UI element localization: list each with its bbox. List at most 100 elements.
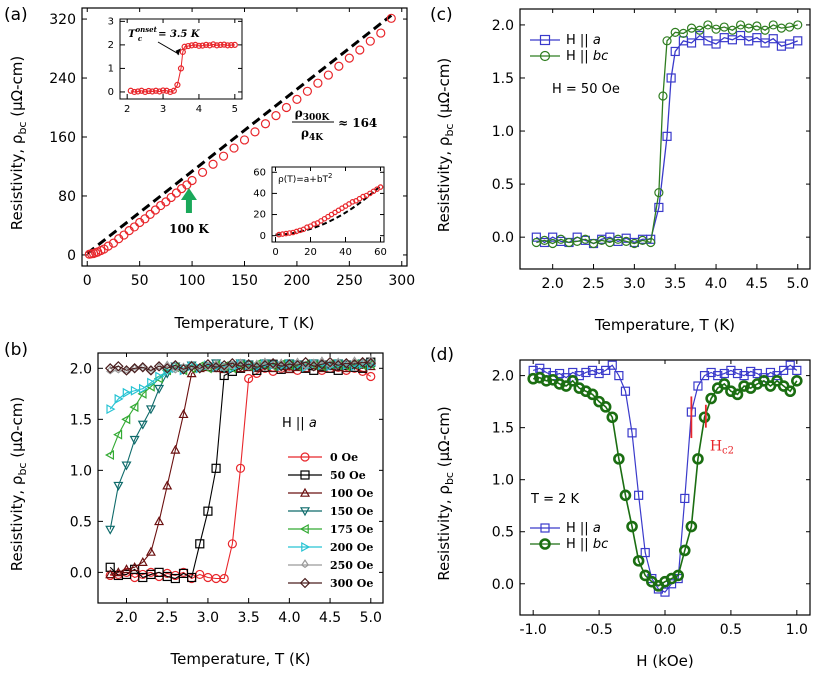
data-point: [785, 360, 795, 370]
data-point: [145, 405, 156, 415]
data-point: [646, 237, 656, 248]
data-point: [121, 365, 132, 376]
hc2-label-main: H: [710, 439, 722, 455]
data-point: [386, 13, 396, 23]
legend-entry-ital: a: [593, 521, 601, 536]
data-point: [235, 361, 246, 372]
data-point: [637, 235, 648, 245]
data-point: [113, 481, 124, 491]
inset2-point: [377, 184, 384, 190]
x-axis-label: Temperature, T (K): [594, 316, 735, 334]
legend-entry: 150 Oe: [330, 505, 373, 518]
ratio-numerator: ρ300K: [295, 106, 331, 123]
legend-marker: [301, 541, 311, 553]
x-tick-label: 5.0: [787, 276, 809, 292]
inset1-point: [206, 42, 213, 49]
data-point: [678, 28, 688, 39]
data-point: [752, 21, 762, 31]
y-axis-label-unit: (μΩ-cm): [435, 406, 453, 472]
y-axis-label-symbol: ρ: [8, 476, 26, 486]
legend-entry-ital: a: [593, 33, 601, 48]
inset2-point: [283, 230, 289, 237]
y-axis-label: Resistivity, ρbc (μΩ-cm): [435, 58, 456, 232]
data-point: [208, 159, 218, 169]
legend-marker: [540, 523, 550, 533]
data-point: [621, 236, 631, 247]
data-point: [104, 450, 115, 461]
data-point: [594, 368, 604, 379]
data-point: [678, 544, 691, 557]
data-point: [285, 359, 294, 369]
data-point: [145, 209, 155, 219]
data-point: [271, 111, 281, 121]
y-tick-label: 1.5: [492, 421, 514, 437]
data-point: [186, 368, 197, 378]
data-point: [187, 175, 197, 186]
data-point: [619, 489, 632, 502]
legend-marker: [539, 34, 551, 46]
inset1-arrow-head: [175, 48, 181, 56]
data-point: [243, 358, 254, 370]
legend-entry: 300 Oe: [330, 577, 373, 590]
legend-entry: 100 Oe: [330, 487, 373, 500]
y-tick-label: 320: [49, 12, 76, 28]
y-tick-label: 1.5: [492, 71, 514, 87]
x-tick-label: 5.0: [360, 610, 382, 626]
inset2-fit-label-main: ρ(T)=a+bT: [278, 175, 329, 185]
y-tick-label: 1.0: [492, 124, 514, 140]
data-point: [365, 357, 377, 369]
data-point: [170, 444, 181, 454]
data-point: [606, 411, 619, 424]
data-point: [658, 91, 668, 101]
x-tick-label: 0.0: [654, 622, 676, 638]
data-point: [597, 235, 607, 245]
y-tick-label: 0.5: [492, 525, 514, 541]
y-axis-label-unit: (μΩ-cm): [435, 58, 453, 124]
legend-title: H || a: [282, 416, 317, 431]
data-point: [202, 358, 214, 370]
inset1-point: [142, 88, 149, 96]
x-tick-label: 4.5: [319, 610, 341, 626]
inset1-point: [138, 87, 145, 94]
data-point: [239, 135, 250, 145]
data-point: [779, 365, 789, 376]
legend-entry-ital: bc: [593, 537, 608, 552]
inset1-point: [188, 42, 195, 49]
panel-d: (d) -1.0 -0.5 0.0 0.5 1.0 0.0 0.5 1.0 1.5 2.0 H (kO…: [430, 345, 811, 670]
data-point: [227, 539, 237, 549]
y-axis-label-main: Resistivity,: [435, 495, 453, 581]
data-point: [662, 131, 672, 141]
data-point: [130, 385, 140, 396]
legend-title-main: H ||: [282, 416, 309, 431]
data-point: [686, 38, 697, 48]
data-point: [202, 363, 212, 374]
y-axis-label: Resistivity, ρbc (μΩ-cm): [435, 406, 456, 580]
data-point: [793, 36, 803, 46]
y-axis-label-main: Resistivity,: [8, 485, 26, 571]
inset2-point: [276, 231, 282, 238]
data-point: [129, 562, 140, 572]
series-line: [533, 364, 798, 593]
data-point: [229, 143, 239, 153]
data-point: [531, 237, 541, 248]
legend-entry: H || bc: [566, 49, 608, 64]
data-point: [349, 358, 360, 370]
inset1-point: [181, 43, 188, 50]
x-tick-label: 1.0: [786, 622, 808, 638]
y-tick-label: 160: [49, 130, 76, 146]
y-tick-label: 0: [67, 248, 76, 264]
inset2-point: [304, 224, 310, 231]
legend-entry: 200 Oe: [330, 541, 373, 554]
y-tick-label: 0.0: [492, 577, 514, 593]
data-point: [719, 368, 729, 379]
x-tick-label: 200: [284, 273, 311, 289]
legend-entry-ital: bc: [593, 49, 608, 64]
data-point: [632, 555, 645, 567]
data-point: [784, 385, 797, 398]
x-tick-label: 4.0: [705, 276, 727, 292]
x-tick-label: 4.0: [278, 610, 300, 626]
legend-entry-main: H ||: [566, 521, 593, 536]
data-point: [613, 453, 625, 465]
data-point: [727, 25, 737, 35]
data-point: [259, 359, 271, 371]
